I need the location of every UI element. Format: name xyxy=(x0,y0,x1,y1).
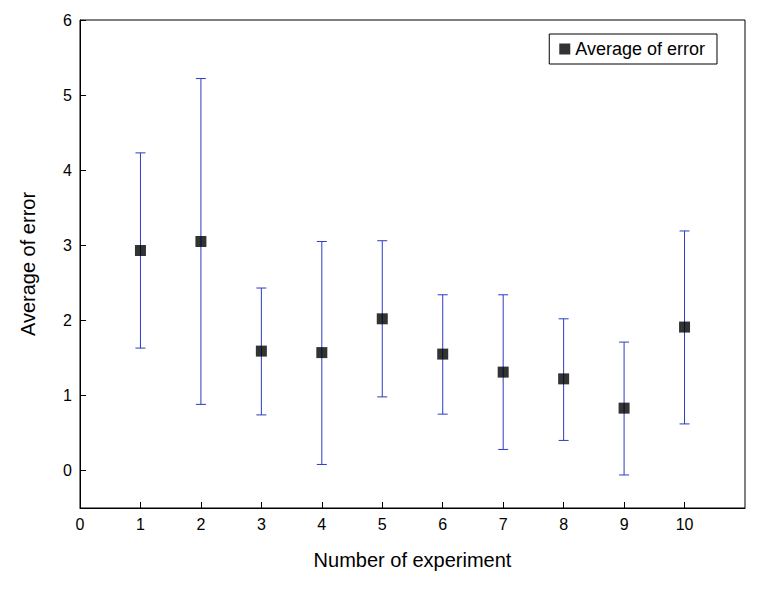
svg-text:2: 2 xyxy=(63,312,72,329)
svg-text:3: 3 xyxy=(257,516,266,533)
svg-text:Number of experiment: Number of experiment xyxy=(314,549,512,571)
svg-text:9: 9 xyxy=(620,516,629,533)
svg-text:10: 10 xyxy=(676,516,694,533)
svg-text:0: 0 xyxy=(63,462,72,479)
svg-text:8: 8 xyxy=(559,516,568,533)
svg-text:5: 5 xyxy=(63,87,72,104)
svg-text:2: 2 xyxy=(196,516,205,533)
svg-text:4: 4 xyxy=(317,516,326,533)
svg-text:1: 1 xyxy=(63,387,72,404)
svg-text:1: 1 xyxy=(136,516,145,533)
svg-text:Average of error: Average of error xyxy=(17,192,39,336)
svg-text:6: 6 xyxy=(438,516,447,533)
svg-text:4: 4 xyxy=(63,162,72,179)
svg-text:3: 3 xyxy=(63,237,72,254)
svg-text:5: 5 xyxy=(378,516,387,533)
svg-text:6: 6 xyxy=(63,12,72,29)
svg-text:0: 0 xyxy=(76,516,85,533)
svg-text:7: 7 xyxy=(499,516,508,533)
svg-text:Average of error: Average of error xyxy=(575,39,705,59)
